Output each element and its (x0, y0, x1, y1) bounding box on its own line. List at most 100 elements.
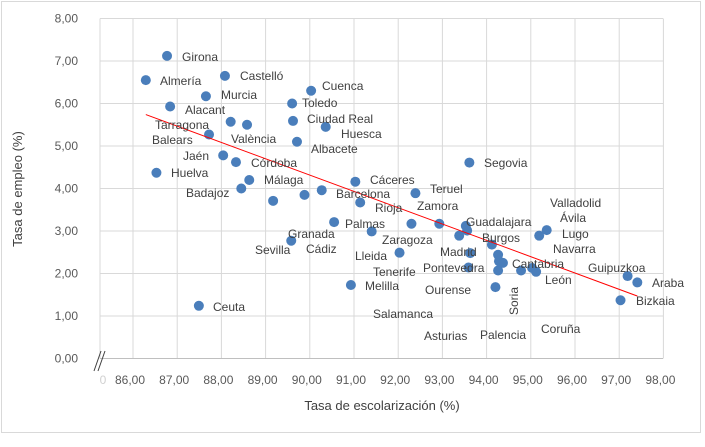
axis-break-mark (97, 350, 106, 372)
trendline (145, 114, 638, 297)
data-point (329, 217, 340, 228)
data-point (493, 265, 504, 276)
y-tick-label: 2,00 (55, 267, 79, 281)
data-label: Girona (182, 50, 218, 64)
data-label: Bizkaia (636, 294, 675, 308)
y-tick-label: 3,00 (55, 224, 79, 238)
data-point (434, 218, 445, 229)
data-point (242, 119, 253, 130)
data-point (286, 235, 297, 246)
data-point (236, 183, 247, 194)
data-point (454, 230, 465, 241)
x-axis-title: Tasa de escolarización (%) (304, 398, 459, 413)
data-label: Cantabria (512, 257, 564, 271)
data-point (268, 195, 279, 206)
data-label: Castelló (240, 69, 284, 83)
data-point (632, 277, 643, 288)
data-label: Lugo (562, 227, 589, 241)
data-point (165, 101, 176, 112)
data-label: Ceuta (213, 300, 245, 314)
data-point (320, 121, 331, 132)
data-point (463, 262, 474, 273)
data-point (516, 265, 527, 276)
data-point (541, 225, 552, 236)
data-label: Araba (652, 276, 684, 290)
y-tick-label: 1,00 (55, 309, 79, 323)
data-point (306, 85, 317, 96)
data-label: Cáceres (370, 173, 415, 187)
y-tick-label: 0,00 (55, 352, 79, 366)
data-label: Ourense (425, 283, 471, 297)
x-tick-label: 89,00 (248, 373, 278, 387)
data-point (151, 167, 162, 178)
data-label: Tarragona (155, 118, 209, 132)
data-point (531, 266, 542, 277)
data-label: Toledo (302, 96, 338, 110)
data-point (162, 50, 173, 61)
data-point (244, 175, 255, 185)
data-label: València (231, 132, 276, 146)
data-label: Huelva (171, 166, 209, 180)
data-point (230, 157, 241, 168)
data-point (622, 271, 633, 282)
data-point (316, 185, 327, 196)
data-label: Burgos (482, 231, 520, 245)
data-label: Guadalajara (466, 215, 532, 229)
data-point (219, 70, 230, 81)
x-tick-label: 97,00 (601, 373, 631, 387)
data-label: Albacete (311, 142, 358, 156)
data-point (287, 98, 298, 109)
data-label: Palmas (345, 217, 385, 231)
x-tick-label: 98,00 (645, 373, 675, 387)
x-tick-label: 93,00 (424, 373, 454, 387)
data-label: Jaén (183, 149, 209, 163)
data-label: Madrid (440, 245, 477, 259)
data-point (291, 136, 302, 147)
data-point (406, 218, 417, 229)
data-point (464, 157, 475, 168)
data-point (465, 248, 476, 259)
data-label: Valladolid (550, 196, 601, 210)
y-tick-label: 4,00 (55, 182, 79, 196)
data-label: Córdoba (251, 156, 297, 170)
data-label: Huesca (341, 127, 382, 141)
data-point (225, 116, 236, 127)
x-tick-label: 96,00 (557, 373, 587, 387)
data-point (345, 279, 356, 290)
data-label: Cádiz (306, 242, 337, 256)
data-label: Alacant (185, 103, 226, 117)
data-point (615, 295, 626, 306)
data-label: León (545, 273, 572, 287)
data-point (355, 197, 366, 208)
data-label: Murcia (221, 88, 257, 102)
data-label: Balears (152, 133, 193, 147)
data-label: Ciudad Real (307, 112, 373, 126)
x-tick-label: 86,00 (115, 373, 145, 387)
y-tick-label: 6,00 (55, 97, 79, 111)
data-label: Almería (160, 74, 202, 88)
data-label: Badajoz (186, 186, 229, 200)
data-point (534, 230, 545, 241)
data-point (218, 150, 229, 161)
data-label: Teruel (430, 182, 463, 196)
data-label: Coruña (541, 322, 581, 336)
x-tick-label: 88,00 (203, 373, 233, 387)
y-axis-title: Tasa de empleo (%) (10, 131, 25, 247)
data-label: Cuenca (322, 79, 364, 93)
data-label: Salamanca (373, 307, 433, 321)
data-point (200, 91, 211, 102)
data-label: Asturias (424, 329, 467, 343)
data-point (410, 188, 421, 199)
data-label: Tenerife (373, 265, 416, 279)
data-label: Barcelona (336, 187, 390, 201)
data-label: Navarra (553, 242, 596, 256)
chart-frame (1, 1, 701, 433)
x-tick-label: 95,00 (513, 373, 543, 387)
data-point (288, 115, 299, 126)
data-point (299, 189, 310, 200)
data-label: Sevilla (255, 243, 291, 257)
data-label: Málaga (264, 173, 304, 187)
y-tick-label: 5,00 (55, 139, 79, 153)
x-tick-label: 90,00 (292, 373, 322, 387)
data-label: Palencia (480, 328, 526, 342)
